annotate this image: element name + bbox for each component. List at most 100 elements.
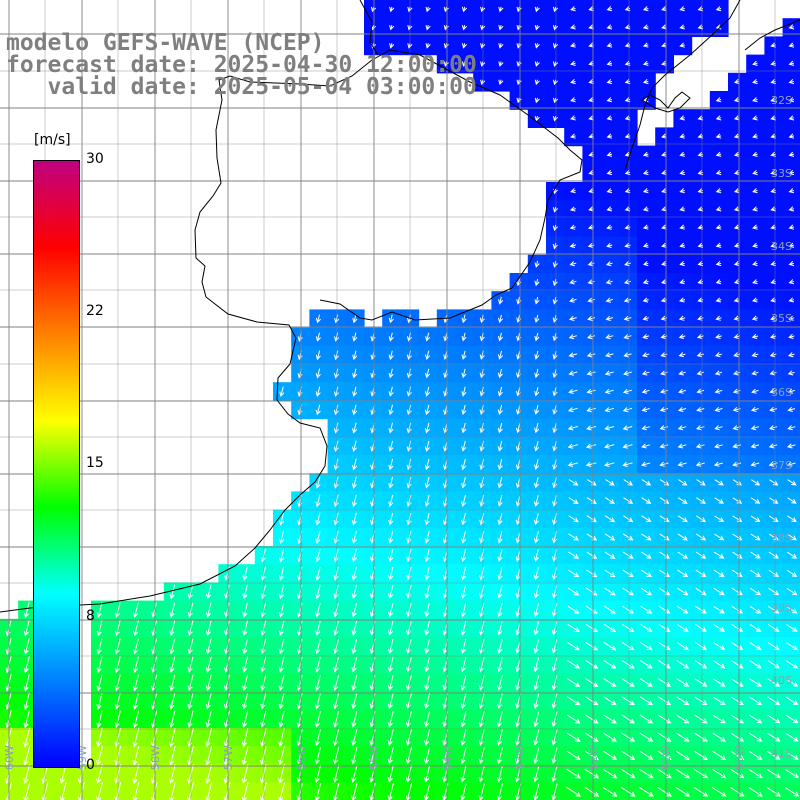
wind-arrow bbox=[605, 297, 614, 303]
wind-arrow bbox=[715, 133, 722, 139]
wind-arrow bbox=[568, 352, 578, 358]
latitude-label: 41S bbox=[771, 747, 792, 760]
wind-arrow bbox=[640, 623, 653, 632]
wind-arrow bbox=[534, 115, 540, 122]
wind-arrow bbox=[621, 714, 635, 724]
wind-arrow bbox=[604, 605, 616, 614]
wind-arrow bbox=[314, 710, 321, 728]
wind-arrow bbox=[606, 78, 613, 85]
wind-arrow bbox=[585, 678, 599, 687]
wind-arrow bbox=[602, 768, 618, 779]
wind-arrow bbox=[584, 750, 599, 761]
wind-arrow bbox=[621, 660, 635, 669]
wind-arrow bbox=[352, 440, 358, 453]
wind-arrow bbox=[788, 297, 795, 303]
wind-arrow bbox=[642, 188, 649, 194]
wind-arrow bbox=[566, 768, 581, 779]
wind-arrow bbox=[677, 605, 689, 614]
wind-arrow bbox=[788, 151, 795, 157]
wind-arrow bbox=[333, 404, 339, 416]
wind-arrow bbox=[96, 656, 103, 674]
wind-arrow bbox=[675, 750, 690, 761]
wind-arrow bbox=[569, 206, 576, 212]
wind-arrow bbox=[769, 333, 777, 339]
wind-arrow bbox=[603, 678, 617, 687]
wind-arrow bbox=[677, 425, 687, 431]
wind-arrow bbox=[749, 605, 762, 614]
wind-arrow bbox=[712, 678, 726, 687]
wind-arrow bbox=[533, 513, 539, 526]
wind-arrow bbox=[497, 621, 503, 636]
wind-arrow bbox=[642, 151, 649, 157]
wind-arrow bbox=[333, 476, 339, 489]
wind-arrow bbox=[424, 566, 430, 581]
wind-arrow bbox=[585, 443, 597, 449]
wind-arrow bbox=[369, 783, 376, 800]
wind-arrow bbox=[132, 692, 139, 710]
model-title: modelo GEFS-WAVE (NCEP) bbox=[6, 30, 325, 56]
wind-arrow bbox=[585, 696, 599, 706]
wind-arrow bbox=[641, 425, 651, 431]
wind-arrow bbox=[242, 620, 248, 637]
wind-arrow bbox=[461, 512, 467, 526]
wind-arrow bbox=[695, 443, 705, 449]
wind-arrow bbox=[479, 621, 485, 636]
wind-arrow bbox=[387, 620, 394, 636]
wind-arrow bbox=[788, 260, 795, 267]
latitude-label: 34S bbox=[771, 240, 792, 253]
wind-arrow bbox=[223, 782, 231, 800]
wind-arrow bbox=[351, 710, 358, 728]
wind-arrow bbox=[605, 279, 613, 285]
wind-arrow bbox=[624, 151, 631, 157]
wind-arrow bbox=[279, 386, 285, 398]
wind-arrow bbox=[534, 350, 540, 360]
wind-arrow bbox=[460, 729, 467, 746]
wind-arrow bbox=[787, 352, 795, 358]
latitude-label: 35S bbox=[771, 312, 792, 325]
wind-arrow bbox=[333, 458, 339, 471]
wind-arrow bbox=[624, 169, 631, 176]
wind-arrow bbox=[713, 642, 726, 651]
wind-arrow bbox=[641, 479, 652, 486]
wind-arrow bbox=[622, 642, 635, 651]
wind-arrow bbox=[351, 476, 357, 489]
longitude-label: 53W bbox=[514, 745, 527, 770]
wind-arrow bbox=[567, 660, 581, 669]
wind-arrow bbox=[241, 782, 249, 800]
wind-arrow bbox=[241, 764, 249, 784]
wind-arrow bbox=[751, 352, 759, 358]
wind-arrow bbox=[460, 567, 467, 581]
wind-arrow bbox=[659, 425, 669, 431]
wind-arrow bbox=[752, 60, 758, 66]
wind-arrow bbox=[388, 512, 394, 526]
wind-arrow bbox=[786, 461, 796, 467]
wind-arrow bbox=[388, 350, 394, 361]
wind-vector-field bbox=[5, 6, 800, 800]
wind-arrow bbox=[424, 530, 430, 544]
wind-arrow bbox=[114, 674, 121, 692]
wind-arrow bbox=[534, 61, 540, 67]
wind-arrow bbox=[278, 674, 285, 692]
wind-arrow bbox=[132, 782, 140, 800]
wind-arrow bbox=[552, 224, 558, 232]
wind-arrow bbox=[642, 206, 649, 212]
wind-arrow bbox=[752, 260, 758, 267]
wind-arrow bbox=[333, 728, 340, 747]
wind-arrow bbox=[424, 621, 430, 636]
wind-arrow bbox=[788, 169, 795, 176]
wind-arrow bbox=[749, 714, 763, 724]
wind-arrow bbox=[642, 42, 649, 48]
wind-arrow bbox=[606, 188, 613, 194]
wind-arrow bbox=[641, 551, 652, 559]
wind-arrow bbox=[278, 710, 285, 728]
wind-arrow bbox=[713, 551, 725, 559]
wind-arrow bbox=[169, 674, 176, 692]
wind-arrow bbox=[460, 603, 467, 618]
wind-arrow bbox=[497, 386, 503, 397]
wind-arrow bbox=[23, 638, 30, 655]
wind-arrow bbox=[584, 714, 599, 724]
wind-arrow bbox=[696, 425, 705, 431]
wind-arrow bbox=[497, 440, 503, 452]
wind-arrow bbox=[570, 78, 576, 85]
wind-arrow bbox=[752, 115, 758, 121]
